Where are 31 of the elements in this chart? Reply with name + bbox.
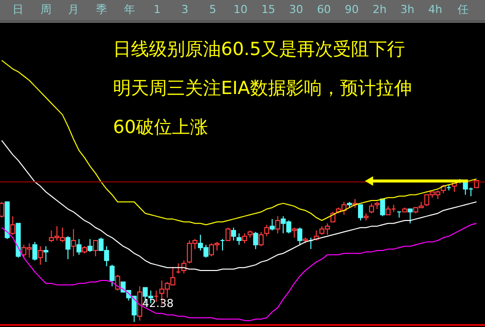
annotation: 42.38 — [142, 296, 174, 310]
text: 60破位上涨 — [113, 117, 208, 138]
candlestick — [253, 231, 258, 250]
candlestick — [236, 232, 242, 246]
text: 明天周三关注EIA数据影响，预计拉伸 — [113, 78, 412, 99]
candlestick — [115, 274, 120, 292]
candlestick — [408, 208, 413, 224]
candlestick — [110, 264, 115, 287]
candlestick — [264, 224, 270, 237]
text: 日 周 月 季 年 1 3 5 10 15 30 60 90 2h 3h 4h 任 — [12, 3, 468, 16]
candlestick — [369, 202, 374, 214]
candlestick — [275, 216, 280, 234]
candlestick — [10, 216, 16, 236]
candlestick — [270, 218, 275, 231]
candlestick — [297, 227, 302, 246]
candlestick — [242, 232, 248, 244]
candlestick — [380, 198, 386, 217]
candlestick — [32, 241, 38, 262]
candlestick — [292, 227, 297, 238]
candlestick — [43, 246, 48, 262]
text: 日线级别原油60.5又是再次受阻下行 — [113, 39, 406, 60]
candlestick — [226, 227, 231, 241]
candlestick — [38, 246, 43, 266]
candlestick — [93, 240, 98, 257]
candlestick — [358, 204, 364, 221]
candlestick — [231, 227, 236, 241]
candlestick — [76, 238, 82, 256]
candlestick — [88, 238, 93, 252]
candlestick — [258, 231, 264, 247]
candlestick — [65, 236, 70, 260]
candlestick — [70, 228, 76, 257]
